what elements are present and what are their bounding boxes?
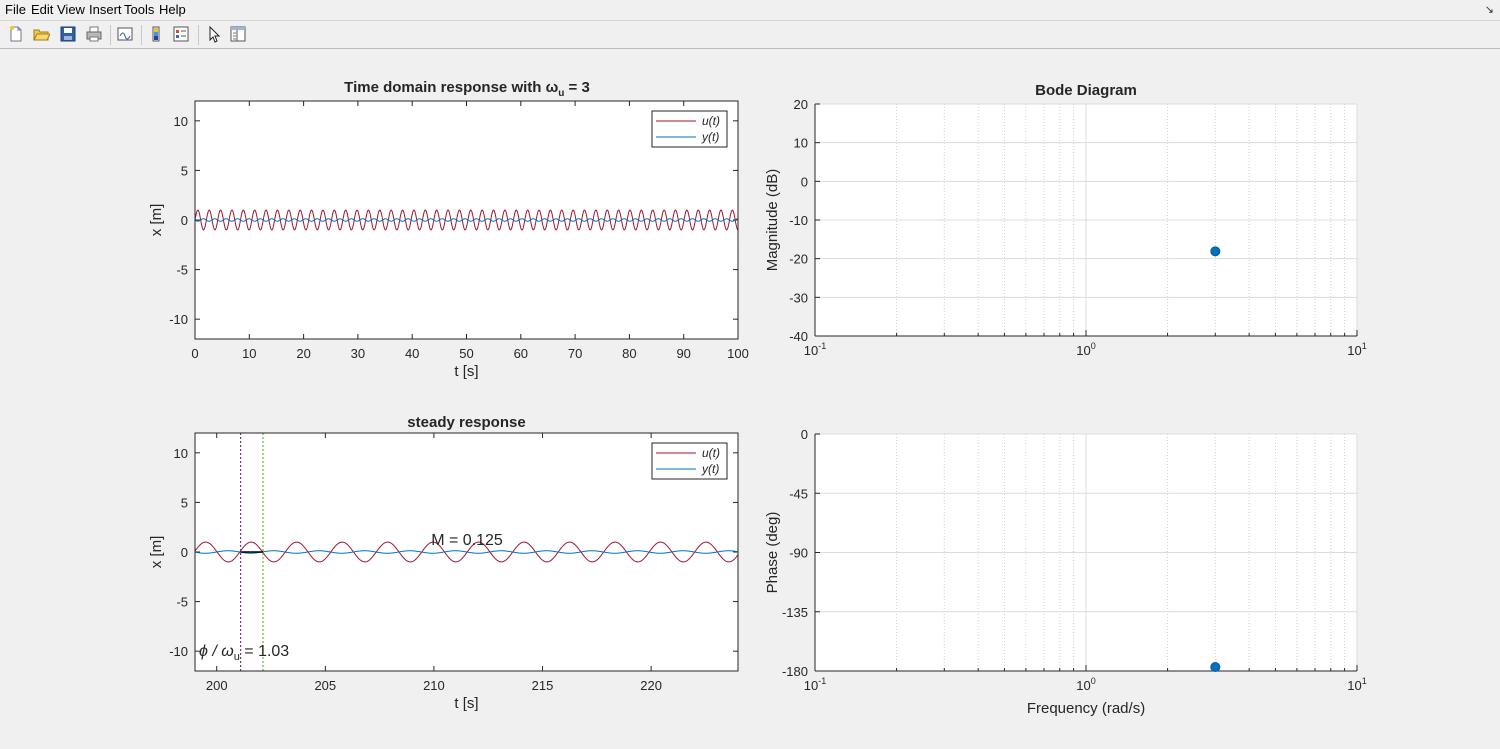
y-tick-label: -40 — [789, 329, 808, 344]
y-tick-label: -10 — [169, 644, 188, 659]
bode-magnitude-axes[interactable]: 10-1 100 101 -40 -30 -20 -10 0 10 20 Bode Diagram M… — [764, 82, 1367, 358]
link-plot-icon[interactable] — [116, 25, 134, 43]
legend-label: y(t) — [701, 130, 719, 144]
y-tick-label: 0 — [181, 213, 188, 228]
steady-response-axes[interactable]: 200 205 210 215 220 -10 -5 0 5 10 steady response t… — [148, 414, 739, 712]
x-tick-label: 0 — [191, 346, 198, 361]
steady-response-title: steady response — [407, 414, 525, 431]
x-axis-label: t [s] — [454, 695, 478, 712]
insert-legend-icon[interactable] — [172, 25, 190, 43]
insert-colorbar-icon[interactable] — [147, 25, 165, 43]
menu-view[interactable]: View — [57, 2, 85, 17]
y-tick-label: -10 — [789, 213, 808, 228]
new-figure-icon[interactable] — [7, 25, 25, 43]
y-tick-label: -135 — [782, 605, 808, 620]
legend-label: y(t) — [701, 462, 719, 476]
series-line-y — [194, 550, 739, 554]
legend-label: u(t) — [702, 114, 720, 128]
legend-label: u(t) — [702, 446, 720, 460]
series-line-u — [194, 209, 739, 231]
y-axis-label: Phase (deg) — [764, 512, 781, 594]
x-tick-label: 10-1 — [804, 341, 826, 358]
y-tick-label: -90 — [789, 546, 808, 561]
y-tick-label: -5 — [176, 595, 188, 610]
bode-diagram-title: Bode Diagram — [1035, 82, 1137, 99]
x-tick-label: 210 — [423, 678, 445, 693]
y-tick-label: 5 — [181, 495, 188, 510]
y-tick-label: 0 — [801, 427, 808, 442]
menu-edit[interactable]: Edit — [31, 2, 54, 17]
y-tick-label: -180 — [782, 664, 808, 679]
menu-file[interactable]: File — [5, 2, 26, 17]
x-tick-label: 80 — [622, 346, 636, 361]
x-tick-label: 20 — [296, 346, 310, 361]
x-tick-label: 215 — [532, 678, 554, 693]
menu-tools[interactable]: Tools — [124, 2, 155, 17]
time-domain-axes[interactable]: Time domain response with ωu = 3 0 10 20 30… — [148, 79, 749, 380]
menu-bar: File Edit View Insert Tools Help ↘ — [0, 0, 1500, 21]
bode-phase-axes[interactable]: 10-1 100 101 -180 -135 -90 -45 0 Frequency (rad/… — [764, 427, 1367, 717]
menu-insert[interactable]: Insert — [89, 2, 122, 17]
x-tick-label: 101 — [1347, 341, 1366, 358]
x-tick-label: 70 — [568, 346, 582, 361]
x-tick-label: 30 — [351, 346, 365, 361]
y-tick-label: -30 — [789, 290, 808, 305]
x-tick-label: 200 — [206, 678, 228, 693]
frequency-point-marker — [1210, 662, 1221, 673]
toolbar-separator — [141, 25, 142, 45]
frequency-point-marker — [1210, 246, 1221, 257]
y-tick-label: -45 — [789, 486, 808, 501]
figure-toolbar — [0, 21, 1500, 49]
x-axis-label: Frequency (rad/s) — [1027, 700, 1145, 717]
phase-delay-annotation: ϕ / ωu = 1.03 — [199, 643, 289, 663]
x-tick-label: 50 — [459, 346, 473, 361]
y-axis-label: Magnitude (dB) — [764, 169, 781, 272]
x-tick-label: 10 — [242, 346, 256, 361]
x-tick-label: 100 — [727, 346, 749, 361]
y-tick-label: 0 — [801, 174, 808, 189]
y-tick-label: 0 — [181, 545, 188, 560]
time-domain-title: Time domain response with ωu = 3 — [344, 79, 590, 99]
x-tick-label: 40 — [405, 346, 419, 361]
x-tick-label: 10-1 — [804, 676, 826, 693]
pointer-icon[interactable] — [205, 25, 223, 43]
toolbar-separator — [110, 25, 111, 45]
x-tick-label: 101 — [1347, 676, 1366, 693]
x-tick-label: 90 — [676, 346, 690, 361]
y-tick-label: -5 — [176, 263, 188, 278]
open-file-icon[interactable] — [32, 25, 50, 43]
y-tick-label: 20 — [794, 97, 808, 112]
print-icon[interactable] — [85, 25, 103, 43]
x-tick-label: 100 — [1076, 676, 1095, 693]
time-domain-axes-box — [194, 100, 739, 340]
y-tick-label: 10 — [174, 446, 188, 461]
x-axis-label: t [s] — [454, 363, 478, 380]
series-line-y — [194, 218, 739, 222]
steady-response-axes-box — [194, 432, 739, 672]
dock-arrow-icon[interactable]: ↘ — [1484, 4, 1494, 16]
y-axis-label: x [m] — [148, 536, 165, 569]
save-icon[interactable] — [59, 25, 77, 43]
y-axis-label: x [m] — [148, 204, 165, 237]
legend-box — [651, 442, 728, 480]
menu-help[interactable]: Help — [159, 2, 186, 17]
y-tick-label: 10 — [794, 136, 808, 151]
x-tick-label: 100 — [1076, 341, 1095, 358]
x-tick-label: 205 — [314, 678, 336, 693]
magnitude-annotation: M = 0.125 — [431, 532, 503, 549]
x-tick-label: 220 — [640, 678, 662, 693]
x-tick-label: 60 — [514, 346, 528, 361]
toolbar-separator — [198, 25, 199, 45]
legend-box — [651, 110, 728, 148]
y-tick-label: -20 — [789, 252, 808, 267]
y-tick-label: 10 — [174, 114, 188, 129]
property-inspector-icon[interactable] — [229, 25, 247, 43]
y-tick-label: -10 — [169, 312, 188, 327]
y-tick-label: 5 — [181, 163, 188, 178]
